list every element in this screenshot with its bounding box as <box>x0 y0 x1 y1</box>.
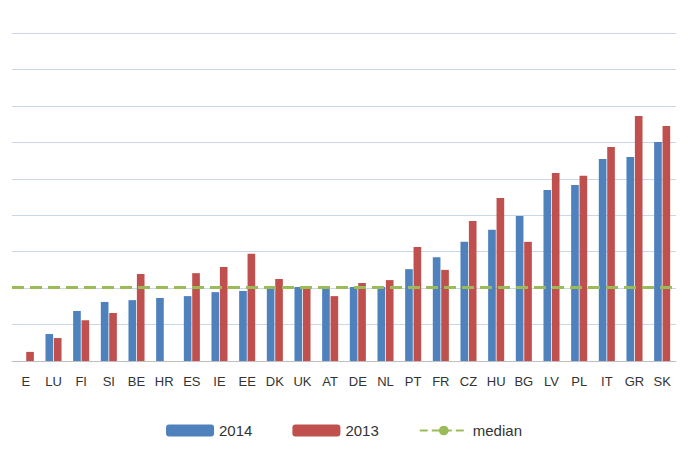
svg-text:E: E <box>21 374 30 389</box>
svg-text:LU: LU <box>45 374 62 389</box>
svg-text:GR: GR <box>625 374 645 389</box>
svg-text:AT: AT <box>322 374 338 389</box>
svg-text:IT: IT <box>601 374 613 389</box>
svg-text:HU: HU <box>487 374 506 389</box>
svg-text:SI: SI <box>103 374 115 389</box>
svg-text:HR: HR <box>155 374 174 389</box>
svg-text:IE: IE <box>213 374 226 389</box>
svg-text:PL: PL <box>571 374 587 389</box>
svg-text:FI: FI <box>75 374 87 389</box>
svg-text:NL: NL <box>377 374 394 389</box>
svg-text:2014: 2014 <box>219 422 252 439</box>
svg-text:LV: LV <box>544 374 559 389</box>
svg-text:EE: EE <box>238 374 256 389</box>
svg-text:DE: DE <box>349 374 367 389</box>
svg-text:BE: BE <box>128 374 146 389</box>
svg-text:median: median <box>473 422 522 439</box>
svg-text:FR: FR <box>432 374 449 389</box>
svg-text:2013: 2013 <box>345 422 378 439</box>
svg-text:BG: BG <box>514 374 533 389</box>
svg-text:CZ: CZ <box>460 374 477 389</box>
svg-text:SK: SK <box>653 374 671 389</box>
svg-text:PT: PT <box>405 374 422 389</box>
svg-text:ES: ES <box>183 374 201 389</box>
svg-text:UK: UK <box>293 374 311 389</box>
svg-text:DK: DK <box>266 374 284 389</box>
